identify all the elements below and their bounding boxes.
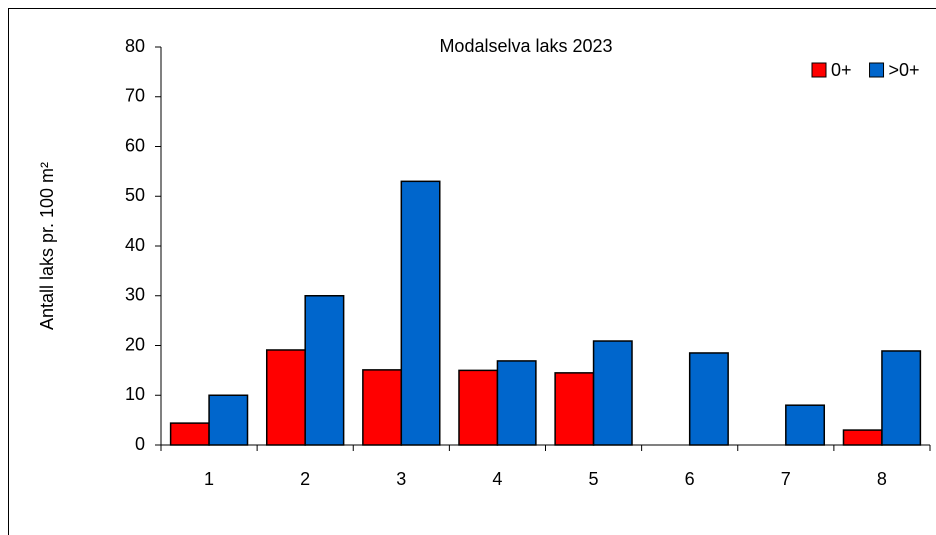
bar: [881, 350, 922, 446]
x-tick-label: 7: [781, 469, 791, 489]
bar: [458, 369, 499, 446]
y-tick-label: 0: [135, 434, 145, 454]
bar: [496, 360, 537, 446]
bar: [688, 352, 729, 446]
x-tick-label: 4: [492, 469, 502, 489]
legend-label: >0+: [889, 60, 920, 80]
x-tick-label: 5: [589, 469, 599, 489]
y-tick-label: 80: [125, 36, 145, 56]
bar: [842, 429, 883, 446]
legend-swatch: [869, 62, 885, 78]
y-tick-label: 20: [125, 334, 145, 354]
x-tick-label: 2: [300, 469, 310, 489]
chart-frame: [8, 8, 936, 535]
y-tick-label: 10: [125, 384, 145, 404]
bar: [208, 394, 249, 446]
y-tick-label: 70: [125, 86, 145, 106]
x-tick-label: 8: [877, 469, 887, 489]
y-tick-label: 30: [125, 285, 145, 305]
bar: [304, 295, 345, 446]
x-tick-label: 6: [685, 469, 695, 489]
bar: [362, 369, 403, 446]
bar: [265, 349, 306, 446]
bar: [592, 340, 633, 446]
y-tick-label: 60: [125, 135, 145, 155]
x-tick-label: 1: [204, 469, 214, 489]
bar: [400, 180, 441, 446]
bar: [785, 404, 826, 446]
chart-title: Modalselva laks 2023: [439, 36, 612, 56]
bar: [169, 422, 210, 446]
legend-label: 0+: [831, 60, 852, 80]
y-axis-label: Antall laks pr. 100 m²: [37, 162, 57, 330]
bar: [554, 372, 595, 446]
y-tick-label: 50: [125, 185, 145, 205]
x-tick-label: 3: [396, 469, 406, 489]
y-tick-label: 40: [125, 235, 145, 255]
legend-swatch: [811, 62, 827, 78]
